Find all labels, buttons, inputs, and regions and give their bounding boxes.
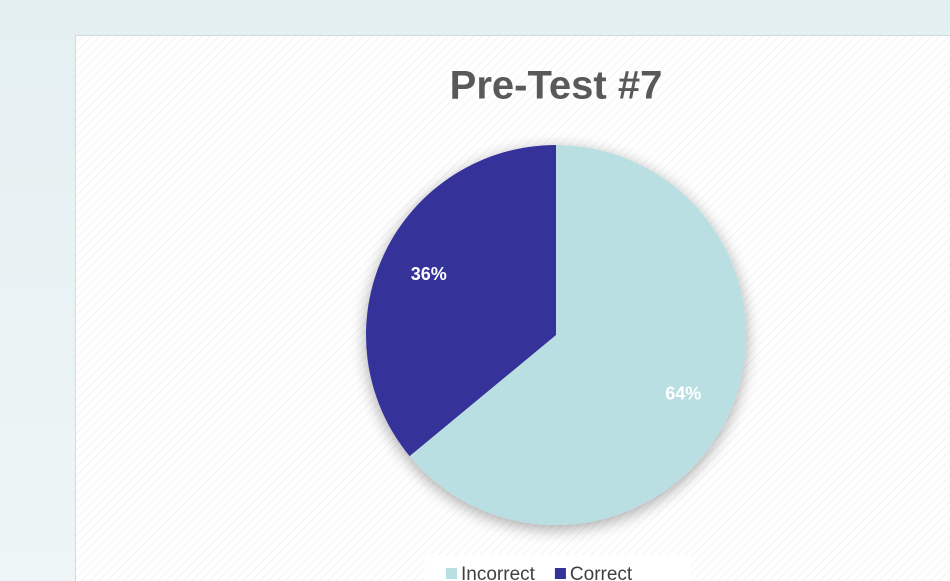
- data-label: 64%: [665, 384, 701, 404]
- pie-slice: [365, 145, 556, 457]
- pie-slice: [409, 145, 746, 525]
- legend-label: Correct: [570, 564, 633, 581]
- legend-label: Incorrect: [461, 564, 536, 581]
- pie: [365, 145, 746, 525]
- data-label: 36%: [411, 264, 447, 284]
- legend-swatch: [554, 568, 566, 579]
- legend-swatch: [446, 568, 457, 579]
- chart-title: Pre-Test #7: [450, 64, 663, 108]
